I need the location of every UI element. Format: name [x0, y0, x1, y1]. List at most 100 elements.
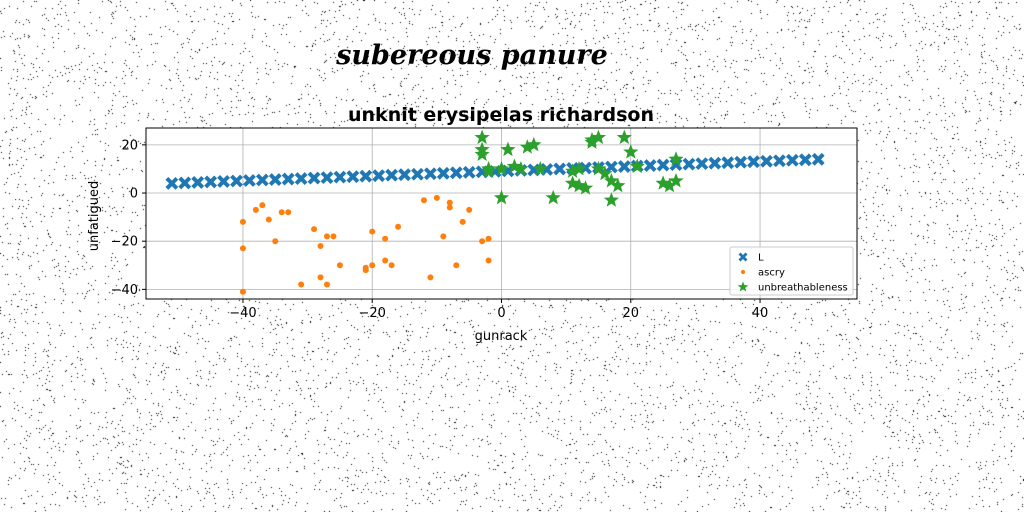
data-point: [564, 163, 581, 178]
data-point: [553, 162, 567, 176]
x-tick-label: −40: [229, 306, 256, 321]
data-point: [480, 163, 497, 178]
data-point: [466, 206, 473, 213]
data-point: [230, 174, 243, 188]
data-point: [459, 218, 466, 225]
data-point: [695, 157, 709, 171]
data-point: [320, 171, 334, 185]
data-point: [311, 226, 318, 233]
legend-marker: [740, 269, 746, 275]
data-point: [411, 167, 424, 181]
data-point: [178, 176, 192, 190]
data-point: [330, 233, 337, 240]
data-point: [336, 262, 343, 269]
data-point: [668, 151, 684, 166]
data-point: [217, 175, 230, 188]
legend-label: ascry: [758, 268, 785, 279]
data-point: [474, 129, 490, 145]
x-axis-label: gunrack: [475, 329, 528, 344]
series-1: [239, 194, 492, 295]
data-point: [661, 177, 678, 193]
data-point: [785, 153, 799, 167]
legend-marker: [738, 252, 748, 262]
data-point: [532, 160, 548, 176]
data-point: [436, 166, 450, 180]
data-points: [165, 129, 825, 295]
data-point: [204, 175, 218, 189]
data-point: [623, 144, 639, 159]
data-point: [255, 173, 269, 187]
data-point: [485, 257, 492, 264]
data-point: [603, 192, 619, 207]
data-point: [333, 170, 347, 184]
data-point: [474, 146, 490, 161]
data-point: [479, 238, 486, 245]
data-point: [369, 228, 376, 235]
data-point: [272, 238, 279, 245]
legend-marker: [737, 281, 749, 292]
data-point: [385, 168, 399, 182]
data-point: [265, 216, 272, 223]
data-point: [446, 204, 453, 211]
data-point: [734, 155, 748, 169]
data-point: [668, 172, 684, 188]
data-point: [239, 245, 246, 252]
data-point: [485, 235, 492, 242]
x-tick-label: 40: [752, 306, 769, 321]
data-point: [610, 177, 626, 193]
data-point: [773, 154, 786, 168]
data-point: [359, 169, 373, 183]
axis-ticks: −40 −20 0 20 40 −40 −20 0 20: [111, 138, 769, 321]
data-point: [682, 157, 696, 171]
data-point: [656, 158, 670, 172]
data-point: [643, 159, 657, 172]
data-point: [590, 129, 607, 145]
legend-label: L: [758, 253, 764, 264]
x-tick-label: 20: [622, 306, 639, 321]
legend-label: unbreathableness: [758, 283, 848, 294]
data-point: [382, 257, 389, 264]
data-point: [369, 262, 376, 269]
data-point: [603, 172, 619, 188]
data-point: [243, 174, 256, 187]
data-point: [506, 158, 523, 174]
data-point: [388, 262, 395, 269]
data-point: [590, 160, 607, 176]
data-point: [362, 264, 369, 271]
x-tick-label: −20: [359, 306, 386, 321]
data-point: [252, 206, 259, 213]
y-tick-label: 0: [130, 187, 138, 202]
y-tick-label: 20: [121, 138, 138, 153]
data-point: [577, 180, 594, 195]
series-0: [165, 152, 825, 190]
data-point: [493, 189, 510, 205]
data-point: [721, 156, 735, 170]
data-point: [629, 158, 645, 174]
data-point: [372, 169, 386, 183]
data-point: [433, 194, 440, 201]
data-point: [317, 243, 324, 250]
data-point: [798, 153, 812, 167]
data-point: [281, 172, 295, 186]
data-point: [513, 160, 529, 176]
data-point: [571, 177, 587, 193]
data-point: [165, 176, 179, 190]
data-point: [617, 160, 631, 173]
data-point: [449, 166, 463, 180]
x-tick-label: 0: [497, 306, 505, 321]
data-point: [604, 160, 618, 174]
data-point: [239, 218, 246, 225]
data-point: [440, 233, 447, 240]
data-point: [346, 170, 360, 184]
y-tick-label: −40: [111, 283, 138, 298]
data-point: [298, 281, 305, 288]
data-point: [564, 175, 581, 190]
data-point: [278, 209, 285, 216]
data-point: [398, 168, 411, 182]
legend-box: [729, 246, 854, 296]
data-point: [519, 139, 535, 154]
data-point: [420, 197, 427, 204]
data-point: [423, 167, 437, 181]
data-point: [446, 199, 453, 206]
data-point: [268, 173, 282, 186]
